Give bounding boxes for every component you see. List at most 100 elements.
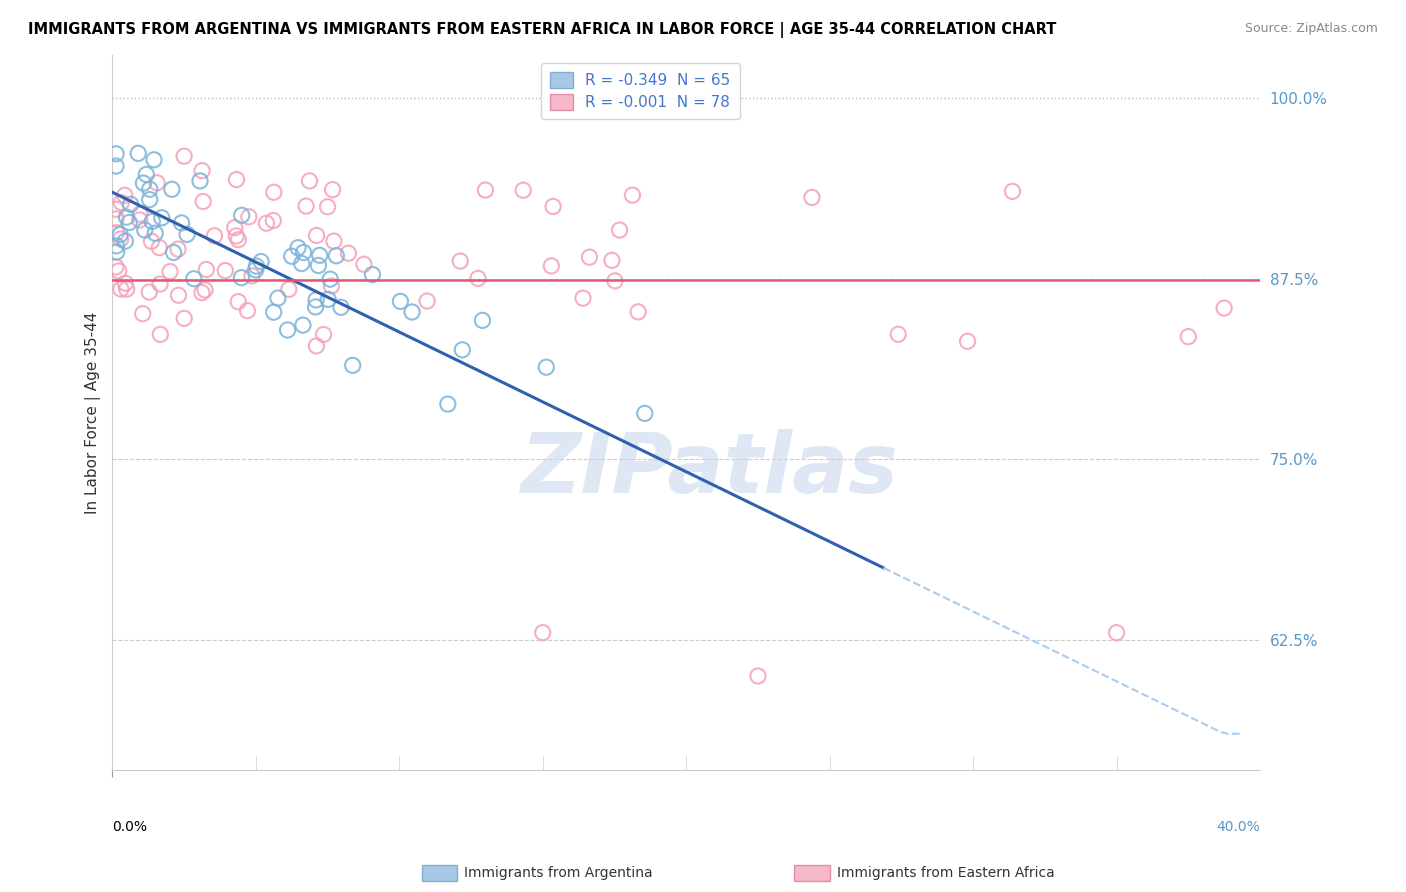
Text: 40.0%: 40.0% <box>1216 821 1260 834</box>
Point <box>120 197 142 211</box>
Point <box>536 360 558 375</box>
Point <box>307 259 329 273</box>
Y-axis label: In Labor Force | Age 35-44: In Labor Force | Age 35-44 <box>86 311 101 514</box>
Text: 0.0%: 0.0% <box>112 821 148 834</box>
Point <box>141 235 163 249</box>
Point <box>1213 301 1236 315</box>
Point <box>150 211 173 225</box>
Point <box>316 200 339 214</box>
Text: ZIPatlas: ZIPatlas <box>520 429 898 510</box>
Point <box>322 183 344 197</box>
Point <box>191 163 214 178</box>
Point <box>238 210 260 224</box>
Point <box>231 270 253 285</box>
Point <box>267 291 290 305</box>
Point <box>115 210 138 224</box>
Point <box>245 259 267 273</box>
Point <box>167 242 190 256</box>
Point <box>319 272 342 286</box>
Point <box>129 207 152 221</box>
Point <box>225 228 247 243</box>
Point <box>149 327 172 342</box>
Point <box>118 215 141 229</box>
Point <box>1105 625 1128 640</box>
Point <box>105 211 128 226</box>
Point <box>146 176 169 190</box>
Point <box>204 228 226 243</box>
Text: Source: ZipAtlas.com: Source: ZipAtlas.com <box>1244 22 1378 36</box>
Point <box>167 288 190 302</box>
Point <box>141 214 163 228</box>
Point <box>291 256 314 270</box>
Point <box>887 327 910 342</box>
Point <box>245 263 267 277</box>
Text: IMMIGRANTS FROM ARGENTINA VS IMMIGRANTS FROM EASTERN AFRICA IN LABOR FORCE | AGE: IMMIGRANTS FROM ARGENTINA VS IMMIGRANTS … <box>28 22 1056 38</box>
Point <box>114 188 136 202</box>
Point <box>262 213 284 227</box>
Text: Immigrants from Eastern Africa: Immigrants from Eastern Africa <box>837 866 1054 880</box>
Point <box>416 293 439 308</box>
Point <box>214 263 236 277</box>
Point <box>291 318 314 332</box>
Point <box>342 359 364 373</box>
Point <box>107 264 129 278</box>
Point <box>135 168 157 182</box>
Point <box>305 293 328 307</box>
Point <box>143 153 166 167</box>
Point <box>263 186 285 200</box>
Point <box>956 334 979 349</box>
Point <box>162 245 184 260</box>
Point <box>325 249 347 263</box>
Point <box>105 260 128 274</box>
Point <box>110 232 132 246</box>
Point <box>160 182 183 196</box>
Point <box>110 282 132 296</box>
Point <box>295 199 318 213</box>
Point <box>195 262 218 277</box>
Point <box>138 193 160 207</box>
Point <box>173 149 195 163</box>
Point <box>143 226 166 240</box>
Point <box>240 268 263 283</box>
Point <box>330 300 353 314</box>
Point <box>176 227 198 242</box>
Point <box>224 220 246 235</box>
Point <box>401 305 423 319</box>
Point <box>361 268 384 282</box>
Point <box>105 159 128 173</box>
Point <box>128 213 150 227</box>
Point <box>627 305 650 319</box>
Point <box>114 277 136 291</box>
Point <box>277 282 299 296</box>
Point <box>263 305 285 319</box>
Point <box>467 271 489 285</box>
Point <box>105 239 128 253</box>
Point <box>183 271 205 285</box>
Point <box>531 625 554 640</box>
Point <box>474 183 496 197</box>
Point <box>600 253 623 268</box>
Point <box>254 216 277 230</box>
Point <box>188 174 211 188</box>
Point <box>609 223 631 237</box>
Point <box>540 259 562 273</box>
Point <box>305 339 328 353</box>
Point <box>139 182 162 196</box>
Point <box>603 274 626 288</box>
Point <box>578 250 600 264</box>
Point <box>316 293 339 307</box>
Point <box>337 246 360 260</box>
Point <box>191 285 214 300</box>
Point <box>231 208 253 222</box>
Point <box>132 176 155 190</box>
Point <box>138 285 160 299</box>
Point <box>437 397 460 411</box>
Point <box>225 172 247 186</box>
Point <box>292 245 315 260</box>
Point <box>115 282 138 296</box>
Point <box>471 313 494 327</box>
Point <box>621 188 644 202</box>
Point <box>280 249 302 263</box>
Point <box>149 277 172 291</box>
Point <box>105 146 128 161</box>
